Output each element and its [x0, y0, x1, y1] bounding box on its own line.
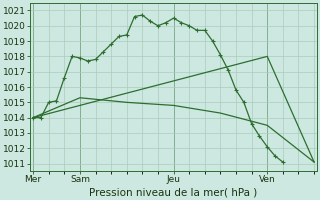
X-axis label: Pression niveau de la mer( hPa ): Pression niveau de la mer( hPa ) — [90, 187, 258, 197]
